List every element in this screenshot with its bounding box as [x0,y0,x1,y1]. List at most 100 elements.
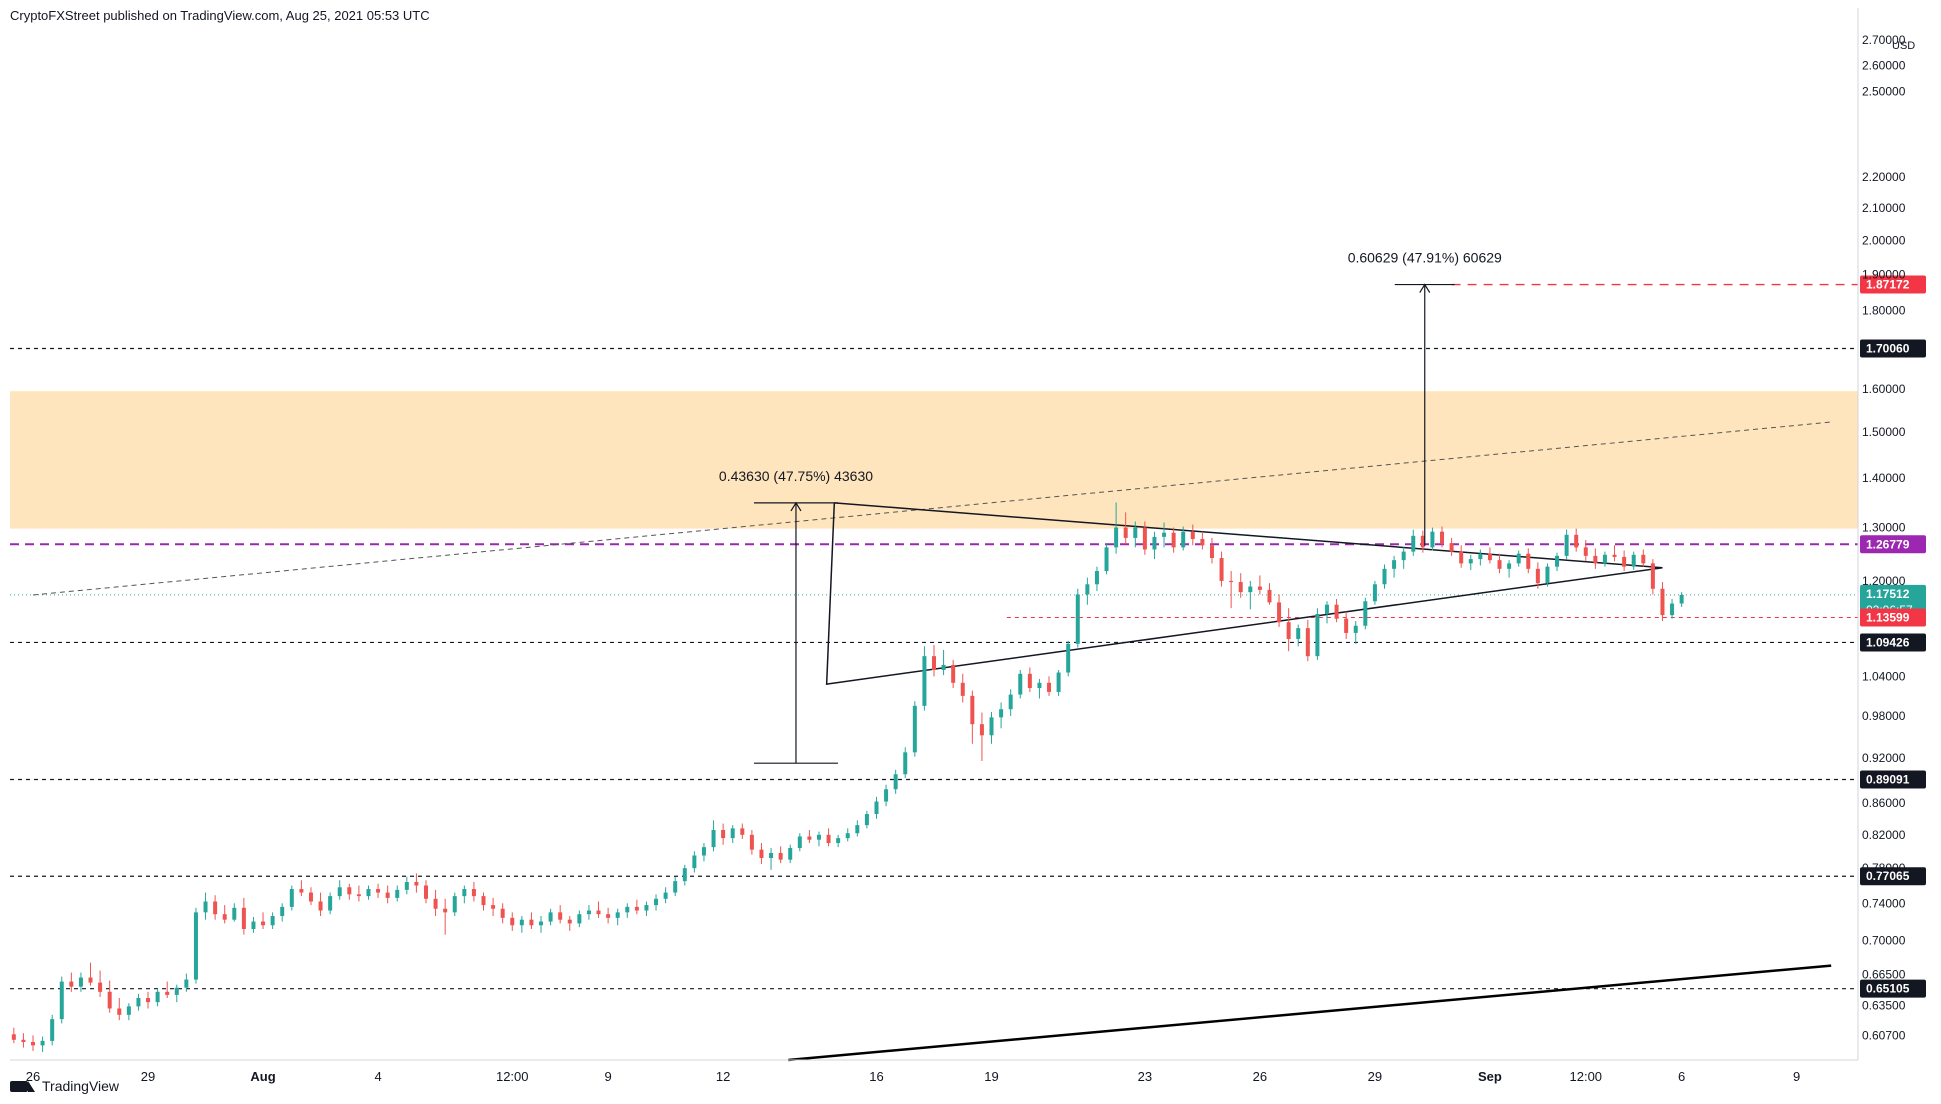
candle-body-down [1459,551,1464,564]
candle-body-down [979,724,984,736]
candle-body-up [682,868,687,882]
candle-body-down [1574,534,1579,548]
candle-body-down [1334,604,1339,619]
tradingview-brand[interactable]: TradingView [10,1078,119,1094]
candle-body-down [759,849,764,859]
candle-body-up [893,774,898,790]
candle-body-down [951,664,956,683]
y-tick-label: 2.50000 [1862,85,1906,99]
candle-body-down [500,908,505,918]
candle-body-down [98,982,103,992]
candle-body-up [1094,571,1099,585]
candle-body-up [1181,531,1186,548]
y-tick-label: 0.70000 [1862,933,1906,947]
x-tick-label: 29 [141,1069,155,1084]
y-tick-label: 1.30000 [1862,521,1906,535]
level-price-label: 1.17512 [1866,587,1910,601]
level-price-tag [1860,770,1926,789]
x-tick-label: 26 [26,1069,40,1084]
y-tick-label: 0.78000 [1862,861,1906,875]
candle-body-up [289,889,294,907]
candle-body-down [740,828,745,835]
candle-body-up [1564,534,1569,556]
horizontal-levels-layer: 1.871721.700601.267791.1751202:06:571.13… [10,275,1926,998]
candle-body-down [1277,602,1282,623]
support-trendline [788,964,1832,1062]
supply-zone [10,391,1858,529]
y-tick-label: 0.74000 [1862,896,1906,910]
candle-body-down [241,907,246,930]
candle-body-up [1056,672,1061,692]
candle-body-up [673,881,678,893]
candle-body-up [1372,584,1377,602]
x-tick-label: 9 [1793,1069,1800,1084]
candle-body-up [1555,555,1560,567]
candle-body-down [146,998,151,1003]
published-by-text: CryptoFXStreet published on TradingView.… [10,8,430,23]
candle-body-up [1430,531,1435,548]
y-tick-label: 2.00000 [1862,233,1906,247]
candle-body-up [769,852,774,859]
candle-body-up [280,906,285,917]
candle-body-down [1171,532,1176,548]
candle-body-down [213,901,218,915]
candle-body-up [1401,551,1406,561]
candle-body-down [347,887,352,895]
candle-body-down [107,991,112,1009]
candle-body-up [1296,628,1301,639]
candle-body-up [59,981,64,1020]
measure-label: 0.60629 (47.91%) 60629 [1348,250,1502,266]
candle-body-down [69,981,74,987]
candle-body-up [270,916,275,926]
candle-body-down [11,1034,16,1040]
candle-body-down [634,906,639,911]
candle-body-up [999,709,1004,718]
x-tick-label: 19 [984,1069,998,1084]
candle-body-up [644,905,649,911]
candle-body-down [385,892,390,898]
candle-body-down [529,919,534,926]
candle-body-down [1449,543,1454,552]
candle-body-up [40,1040,45,1046]
candle-body-up [519,919,524,926]
candle-body-up [845,833,850,839]
candle-body-up [912,705,917,753]
x-tick-label: Sep [1478,1069,1502,1084]
annotations-layer: 0.43630 (47.75%) 43630 0.60629 (47.91%) 6… [719,250,1502,764]
candle-body-up [1670,603,1675,616]
candle-body-down [807,836,812,840]
candle-body-down [721,829,726,839]
y-tick-label: 1.04000 [1862,669,1906,683]
candle-body-up [50,1019,55,1041]
candle-body-up [989,717,994,736]
candle-body-down [970,695,975,725]
candle-body-up [1478,553,1483,560]
level-price-tag [1860,339,1926,358]
y-tick-label: 1.50000 [1862,425,1906,439]
y-tick-label: 1.60000 [1862,382,1906,396]
candle-body-up [462,889,467,897]
candle-body-down [1420,535,1425,548]
candle-body-down [1209,545,1214,559]
candle-body-down [1660,588,1665,616]
candle-body-up [539,921,544,926]
level-price-label: 0.89091 [1866,773,1910,787]
trendlines-layer [32,421,1832,1062]
candle-body-down [308,892,313,902]
candle-body-down [1286,622,1291,639]
candle-body-up [922,656,927,706]
candle-body-down [1190,531,1195,539]
candle-body-up [328,896,333,911]
candle-body-up [78,977,83,987]
candle-body-down [443,908,448,913]
candle-body-up [577,914,582,924]
candle-body-down [596,910,601,915]
level-price-label: 1.70060 [1866,341,1910,355]
candle-body-down [471,889,476,897]
candle-body-up [625,906,630,913]
candle-body-up [663,892,668,899]
candle-body-up [1075,594,1080,644]
candle-body-down [1219,558,1224,581]
x-tick-label: 12:00 [1570,1069,1603,1084]
